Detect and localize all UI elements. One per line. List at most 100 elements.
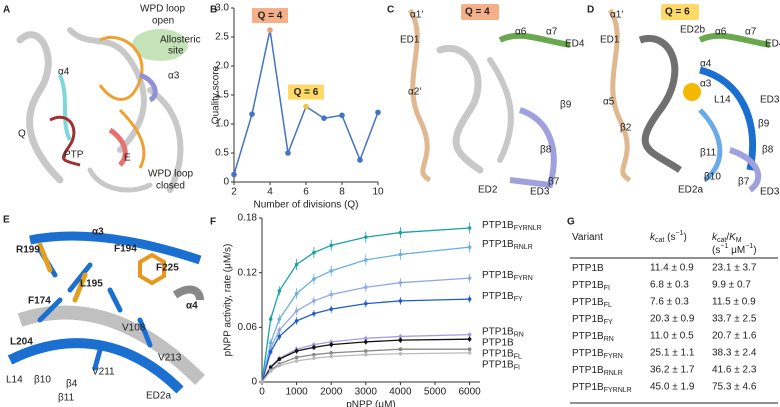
data-point [364,352,368,357]
x-axis-label: Number of divisions (Q) [253,200,358,211]
data-point [329,243,334,248]
data-point [303,103,309,110]
data-point [467,297,472,301]
variant-subscript: RNLR [604,370,623,377]
data-point [294,355,299,360]
data-point [321,115,327,121]
data-point [268,350,273,354]
structure-label: α6 [515,27,527,38]
fit-curve [261,277,470,383]
structure-label: α4 [700,59,712,70]
data-point [398,299,403,303]
legend-subscript: FYRNLR [514,225,542,232]
structure-label: α3 [700,79,712,90]
structure-label: β10 [704,172,721,183]
structure-label: L204 [10,337,33,348]
data-point [312,345,316,350]
structure-label: PTP [64,150,84,161]
label-box [461,4,499,20]
data-point [312,311,316,316]
data-point [277,289,282,293]
legend-subscript: FL [514,353,522,360]
y-axis-label: pNPP activity, rate (μM/s) [223,244,234,357]
y-tick-label: 0.06 [238,322,258,333]
legend-name: PTP1B [482,220,514,231]
header-segment: cat [717,237,726,244]
data-point [364,258,368,262]
panel-letter: D [587,5,594,16]
structure-label: ED1 [600,35,620,46]
annotation-box [252,8,288,24]
data-point [364,340,368,344]
data-point [467,332,472,337]
data-point [312,352,316,357]
structure-label: β2 [620,123,632,134]
x-tick-label: 6 [303,187,309,198]
structure-label: α4 [58,67,70,78]
legend-subscript: FI [514,364,520,371]
x-tick-label: 1000 [285,387,308,398]
structure-label: β11 [58,393,75,404]
data-point [329,342,334,347]
data-point [329,354,334,359]
variant-subscript: FL [604,302,612,309]
data-point [312,250,316,255]
x-tick-label: 6000 [458,387,481,398]
structure-label: α3 [92,227,104,238]
y-tick-label: 0 [251,377,257,388]
structure-label: ED2a [146,391,171,402]
y-tick-label: 0 [223,177,229,188]
panel-letter: F [210,217,216,228]
structure-label: α3 [168,71,180,82]
kcat: 45.0 ± 1.9 [650,382,695,393]
y-tick-label: 2.0 [215,61,229,72]
variant: PTP1BFYRN [572,348,623,360]
header-segment: Variant [572,232,603,243]
data-point [364,285,368,290]
legend-label: PTP1BFYRNLR [482,220,542,232]
structure-label: α1' [610,10,623,21]
annotation: Q = 4 [258,11,283,22]
structure-label: β9 [560,100,572,111]
kcat-km: 75.3 ± 4.6 [712,382,757,393]
data-point [277,334,282,339]
header-segment: K [729,232,737,243]
header-segment: M [736,237,742,244]
data-point [467,351,472,355]
data-point [329,307,334,311]
data-point [277,357,282,362]
legend-label: PTP1BRNLR [482,239,533,251]
kcat: 11.4 ± 0.9 [650,263,694,274]
structure-label: L14 [6,375,23,386]
header-segment: ) [683,232,686,243]
legend-subscript: FYRN [514,275,533,282]
variant-name: PTP1B [572,348,604,359]
y-axis-label: Quality score [211,65,222,124]
y-tick-label: 1.0 [215,119,229,130]
structure-label: L14 [714,95,731,106]
table-header: Variant [572,232,603,243]
y-tick-label: 1.5 [215,90,229,101]
data-point [267,27,273,33]
legend-name: PTP1B [482,239,514,250]
kcat-km: 11.5 ± 0.9 [712,297,756,308]
legend-name: PTP1B [482,359,514,370]
data-point [294,359,299,363]
variant: PTP1B [572,263,604,274]
header-segment: cat [655,237,664,244]
structure-label: V211 [92,367,115,378]
structure-label: β11 [700,148,717,159]
data-point [268,341,273,345]
table-header: kcat/KM [712,232,742,244]
kcat: 6.8 ± 0.3 [650,280,689,291]
legend-name: PTP1B [482,270,514,281]
y-tick-label: 0.5 [215,148,229,159]
label-box [661,4,699,20]
structure-label: ED3b [760,187,780,198]
structure-label: β8 [762,145,774,156]
structure-label: ED4 [565,39,585,50]
x-tick-label: 4000 [389,387,412,398]
data-point [339,112,345,119]
structure-label: WPD loop [140,4,185,15]
